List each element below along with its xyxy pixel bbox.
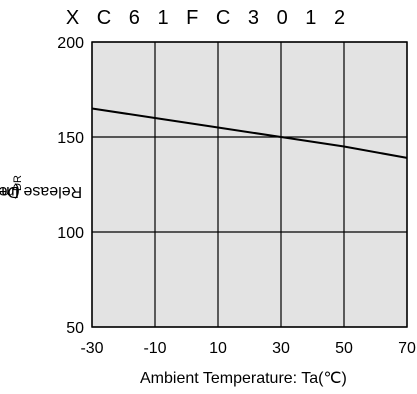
x-tick-label: -10 [143,340,166,357]
series-line [91,107,408,159]
y-tick-label: 100 [57,225,84,242]
x-tick-label: 70 [398,340,416,357]
chart-title: X C 6 1 F C 3 0 1 2 [65,7,352,29]
y-tick-label: 150 [57,130,84,147]
x-tick-label: 30 [272,340,290,357]
x-tick-label: -30 [80,340,103,357]
y-tick-label: 200 [57,35,84,52]
x-tick-label: 10 [209,340,227,357]
plot-frame [91,41,408,328]
y-tick-label: 50 [66,320,84,337]
plot-area [92,42,407,327]
x-axis-label: Ambient Temperature: Ta(℃) [140,370,347,387]
x-tick-label: 50 [335,340,353,357]
